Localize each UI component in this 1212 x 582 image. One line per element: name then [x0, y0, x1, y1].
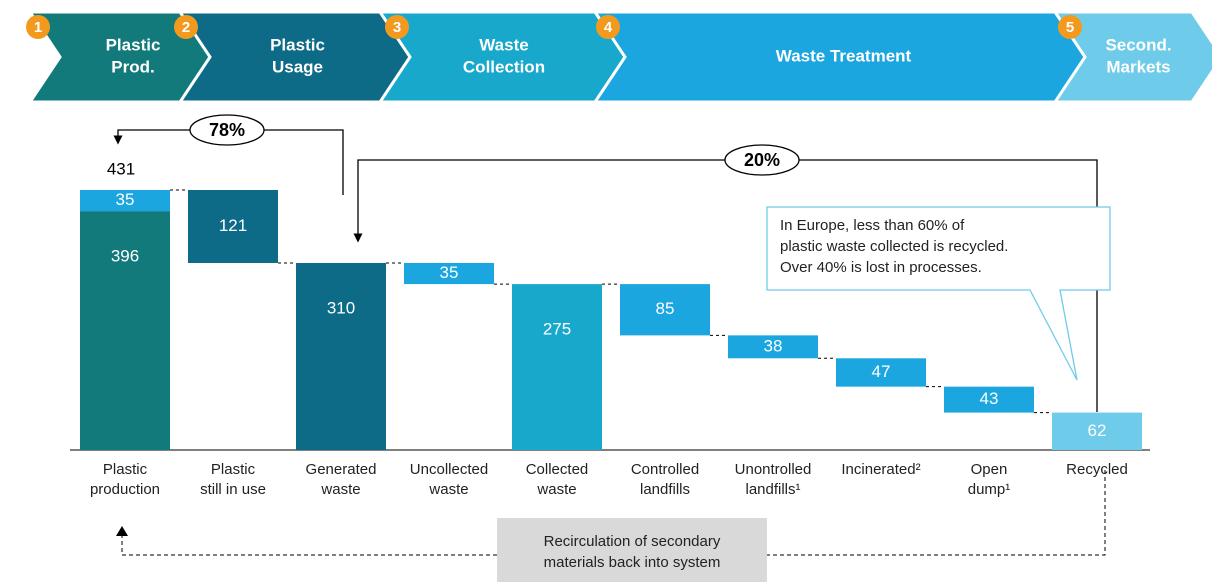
- stage-badge: [596, 15, 620, 39]
- stage-number: 1: [34, 19, 42, 36]
- stage-badge: [1058, 15, 1082, 39]
- x-tick-label: Plastic: [211, 461, 256, 478]
- value-label: 310: [327, 298, 355, 317]
- x-tick-label: Plastic: [103, 461, 148, 478]
- bar: [404, 262, 494, 285]
- x-tick-label: still in use: [200, 481, 266, 498]
- value-label: 62: [1088, 421, 1107, 440]
- x-tick-label: production: [90, 481, 160, 498]
- footer-text: Recirculation of secondary: [544, 533, 721, 550]
- value-label: 38: [764, 336, 783, 355]
- bar: [1052, 412, 1142, 450]
- stage-badge: [385, 15, 409, 39]
- stage-chevron: [1052, 10, 1212, 104]
- stage-label: Second.: [1105, 35, 1171, 54]
- bar: [944, 386, 1034, 413]
- loop-label: 20%: [744, 150, 780, 170]
- stage-label: Plastic: [270, 35, 325, 54]
- stage-label: Usage: [272, 57, 323, 76]
- value-label: 43: [980, 389, 999, 408]
- value-label: 47: [872, 362, 891, 381]
- bar: [296, 262, 386, 450]
- total-label: 431: [107, 159, 135, 178]
- x-tick-label: Recycled: [1066, 461, 1128, 478]
- x-tick-label: dump¹: [968, 481, 1011, 498]
- stage-label: Waste: [479, 35, 528, 54]
- callout-text: plastic waste collected is recycled.: [780, 238, 1008, 255]
- stage-number: 2: [182, 19, 190, 36]
- x-tick-label: landfills: [640, 481, 690, 498]
- x-tick-label: waste: [428, 481, 468, 498]
- loop-label: 78%: [209, 120, 245, 140]
- stage-badge: [174, 15, 198, 39]
- value-label: 35: [116, 190, 135, 209]
- x-tick-label: Controlled: [631, 461, 699, 478]
- stage-label: Waste Treatment: [776, 46, 912, 65]
- stage-badge: [26, 15, 50, 39]
- stage-number: 4: [604, 19, 613, 36]
- footer-box: [497, 518, 767, 582]
- x-tick-label: Open: [971, 461, 1008, 478]
- x-tick-label: Uncollected: [410, 461, 488, 478]
- value-label: 121: [219, 216, 247, 235]
- callout-text: Over 40% is lost in processes.: [780, 259, 982, 276]
- x-tick-label: Incinerated²: [841, 461, 920, 478]
- bar: [512, 284, 602, 450]
- footer-text: materials back into system: [544, 554, 721, 571]
- x-tick-label: waste: [320, 481, 360, 498]
- recirculation-arrow: [116, 526, 128, 536]
- x-tick-label: Collected: [526, 461, 589, 478]
- bar-segment: [80, 211, 170, 450]
- loop-badge: [724, 144, 800, 176]
- callout: [766, 206, 1111, 381]
- x-tick-label: landfills¹: [745, 481, 800, 498]
- bar: [188, 190, 278, 263]
- stage-label: Plastic: [106, 35, 161, 54]
- callout-text: In Europe, less than 60% of: [780, 217, 965, 234]
- bar: [620, 284, 710, 336]
- bar-segment: [80, 190, 170, 212]
- value-label: 85: [656, 299, 675, 318]
- x-tick-label: waste: [536, 481, 576, 498]
- stage-label: Collection: [463, 57, 545, 76]
- value-label: 35: [440, 263, 459, 282]
- stage-label: Prod.: [111, 57, 154, 76]
- value-label: 275: [543, 320, 571, 339]
- x-tick-label: Unontrolled: [735, 461, 812, 478]
- value-label: 396: [111, 247, 139, 266]
- stage-number: 3: [393, 19, 401, 36]
- loop-badge: [189, 114, 265, 146]
- stage-number: 5: [1066, 19, 1074, 36]
- stage-label: Markets: [1106, 57, 1170, 76]
- bar: [728, 335, 818, 359]
- bar: [836, 358, 926, 387]
- x-tick-label: Generated: [306, 461, 377, 478]
